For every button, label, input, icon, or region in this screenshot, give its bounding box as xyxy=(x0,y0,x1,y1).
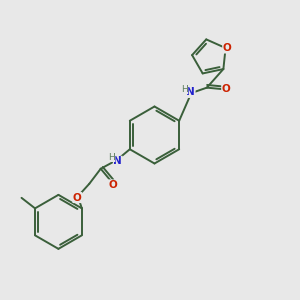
Text: O: O xyxy=(222,83,230,94)
Text: O: O xyxy=(73,193,82,202)
Text: O: O xyxy=(108,180,117,190)
Text: H: H xyxy=(108,153,115,162)
Text: N: N xyxy=(113,156,122,166)
Text: N: N xyxy=(186,87,195,98)
Text: O: O xyxy=(223,43,232,53)
Text: H: H xyxy=(181,85,188,94)
